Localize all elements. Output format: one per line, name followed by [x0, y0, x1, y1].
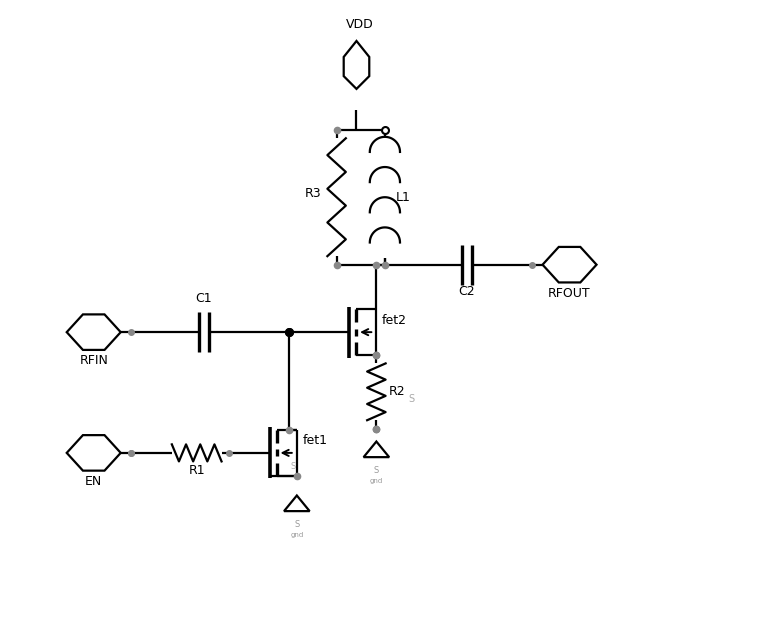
Text: fet2: fet2 [382, 314, 407, 327]
Text: RFOUT: RFOUT [548, 287, 591, 300]
Text: VDD: VDD [347, 18, 374, 32]
Text: fet1: fet1 [303, 435, 328, 448]
Text: S: S [291, 462, 296, 471]
Text: R1: R1 [188, 464, 205, 477]
Text: S: S [374, 466, 379, 475]
Text: EN: EN [85, 475, 103, 488]
Text: RFIN: RFIN [79, 354, 108, 367]
Text: R2: R2 [389, 385, 406, 398]
Text: S: S [294, 520, 299, 529]
Text: C1: C1 [195, 293, 212, 305]
Text: L1: L1 [396, 191, 411, 204]
Text: gnd: gnd [370, 478, 383, 484]
Text: C2: C2 [459, 284, 475, 298]
Text: S: S [408, 394, 415, 404]
Text: gnd: gnd [290, 532, 303, 538]
Text: R3: R3 [304, 187, 321, 200]
